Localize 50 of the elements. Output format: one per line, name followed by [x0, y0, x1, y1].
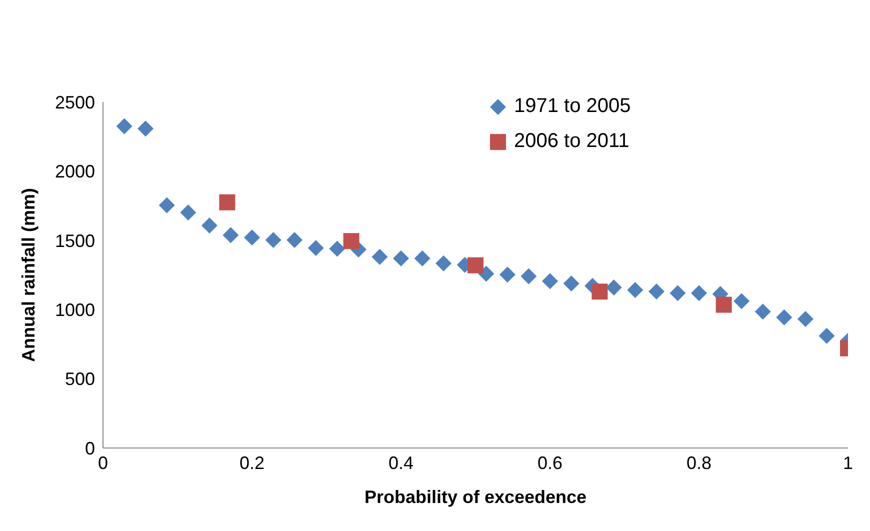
point	[606, 279, 622, 296]
point	[592, 284, 608, 300]
point	[648, 283, 664, 300]
point	[716, 296, 732, 313]
legend-label: 1971 to 2005	[514, 95, 631, 118]
x-tick-label: 0.4	[388, 452, 414, 473]
x-tick-label: 0.8	[686, 452, 712, 473]
point	[201, 217, 218, 234]
point	[691, 285, 707, 302]
point	[138, 120, 154, 137]
y-tick-label: 1500	[54, 230, 95, 251]
point	[542, 273, 558, 290]
point	[286, 232, 303, 248]
point	[670, 285, 686, 302]
point	[393, 250, 409, 266]
x-tick-label: 0.6	[537, 452, 563, 473]
y-tick-label: 2500	[54, 92, 95, 112]
point	[627, 282, 644, 298]
x-tick-label: 1	[842, 452, 854, 473]
y-tick-label: 2000	[54, 162, 95, 182]
x-axis-title: Probability of exceedence	[364, 487, 587, 507]
point	[436, 255, 452, 272]
point	[563, 275, 580, 292]
point	[219, 194, 236, 210]
x-tick-label: 0	[98, 452, 108, 473]
y-tick-label: 0	[84, 438, 95, 458]
y-axis-title: Annual rainfall (mm)	[18, 188, 38, 362]
point	[180, 204, 196, 220]
point	[414, 250, 430, 266]
point	[158, 197, 175, 214]
point	[265, 232, 282, 248]
point	[734, 293, 750, 310]
point	[329, 240, 346, 257]
point	[244, 229, 260, 246]
point	[797, 311, 814, 328]
point	[499, 266, 516, 283]
point	[116, 118, 132, 134]
x-tick-label: 0.2	[239, 452, 265, 473]
point	[520, 268, 537, 284]
point	[754, 304, 771, 320]
point	[776, 309, 792, 326]
point	[818, 328, 835, 344]
point	[308, 240, 324, 256]
point	[222, 227, 239, 244]
legend-label: 2006 to 2011	[514, 130, 630, 153]
point	[343, 233, 360, 250]
point	[372, 248, 388, 265]
y-tick-label: 500	[64, 369, 95, 390]
y-tick-label: 1000	[54, 300, 95, 320]
point	[468, 257, 484, 274]
